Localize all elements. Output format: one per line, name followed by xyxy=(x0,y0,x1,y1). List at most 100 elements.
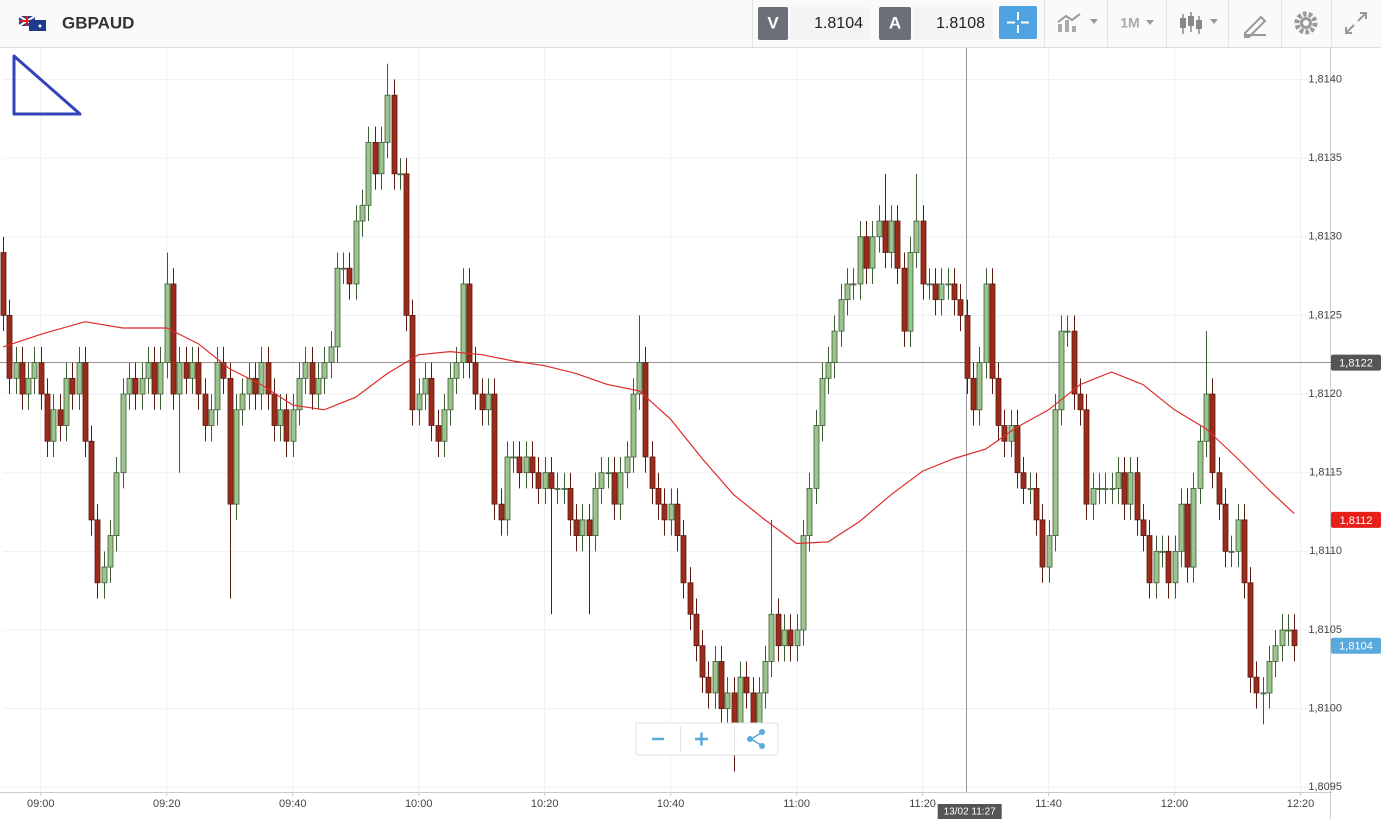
y-tick-label: 1,8105 xyxy=(1308,624,1342,636)
crosshair-button[interactable] xyxy=(999,6,1037,39)
candle-body xyxy=(913,220,920,253)
candle-body xyxy=(1228,550,1235,553)
candle-body xyxy=(976,362,983,411)
plot-area: 1,8095 1,8100 1,8105 1,8110 1,8115 1,8120 1,81… xyxy=(0,48,1381,819)
candle-body xyxy=(863,236,870,269)
draw-button[interactable] xyxy=(1244,15,1267,38)
x-tick-label: 10:00 xyxy=(405,798,433,810)
zoom-controls xyxy=(635,722,779,756)
candle-body xyxy=(283,409,290,442)
candle-body xyxy=(31,362,38,379)
flag-icon xyxy=(18,15,46,31)
x-tick-label: 09:40 xyxy=(279,798,307,810)
candle-body xyxy=(1121,472,1128,505)
candle-body xyxy=(202,393,209,426)
candle-body xyxy=(353,220,360,285)
ask-button[interactable] xyxy=(879,7,911,40)
zoom-in[interactable] xyxy=(695,732,708,746)
candle-body xyxy=(876,220,883,238)
crosshair-price-badge xyxy=(1331,354,1381,371)
candle-body xyxy=(850,283,857,286)
y-tick-label: 1,8140 xyxy=(1308,73,1342,85)
candle-body xyxy=(6,314,13,379)
candle-body xyxy=(901,267,908,332)
candle-body xyxy=(674,503,681,537)
candle-body xyxy=(208,409,215,426)
candle-body xyxy=(409,314,416,411)
ask-box xyxy=(913,7,993,40)
candle-body xyxy=(844,283,851,301)
y-tick-label: 1,8095 xyxy=(1308,781,1342,793)
candle-body xyxy=(787,629,794,647)
candle-body xyxy=(1190,488,1197,568)
candle-body xyxy=(233,409,240,505)
candle-body xyxy=(435,425,442,442)
candle-body xyxy=(63,377,70,426)
x-tick-label: 10:20 xyxy=(531,798,559,810)
timeframe[interactable]: 1M xyxy=(1120,15,1139,31)
drawn-triangle xyxy=(12,54,82,116)
candle-body xyxy=(668,503,675,521)
candle-body xyxy=(359,204,366,222)
y-tick-label: 1,8120 xyxy=(1308,388,1342,400)
candle-body xyxy=(661,503,668,521)
candle-body xyxy=(1197,440,1204,489)
candle-body xyxy=(1077,393,1084,411)
candle-body xyxy=(1020,472,1027,489)
bid-button[interactable] xyxy=(758,7,788,40)
candle-body xyxy=(321,362,328,379)
bid-label: V xyxy=(767,13,779,32)
price-badge-label: 1,8104 xyxy=(1339,641,1373,653)
candle-body xyxy=(1184,503,1191,568)
candle-body xyxy=(44,393,51,442)
y-tick-label: 1,8135 xyxy=(1308,152,1342,164)
candle-body xyxy=(951,283,958,301)
candle-body xyxy=(794,629,801,647)
candle-body xyxy=(516,456,523,474)
candle-body xyxy=(731,692,738,725)
candle-body xyxy=(176,362,183,395)
candle-body xyxy=(1027,488,1034,490)
price-badge xyxy=(1331,637,1381,654)
candle-body xyxy=(447,377,454,411)
candle-body xyxy=(1046,535,1053,568)
candle-body xyxy=(391,94,398,175)
candle-body xyxy=(995,377,1002,426)
y-tick-label: 1,8115 xyxy=(1309,467,1342,479)
candle-body xyxy=(485,393,492,411)
indicator-button[interactable] xyxy=(1057,13,1098,32)
candle-body xyxy=(624,456,631,474)
candle-body xyxy=(145,362,152,379)
candle-body xyxy=(724,692,731,710)
candle-body xyxy=(0,252,7,316)
candle-body xyxy=(428,377,435,426)
crosshair-time-badge xyxy=(937,804,1002,819)
candle-body xyxy=(548,472,555,489)
candle-body xyxy=(290,409,297,442)
candle-body xyxy=(1109,488,1116,490)
candle-body xyxy=(334,267,341,348)
candle-body xyxy=(1153,550,1160,584)
candle-body xyxy=(1090,488,1097,505)
candle-body xyxy=(82,362,89,442)
share-button[interactable] xyxy=(747,729,765,749)
candle-body xyxy=(1096,488,1103,490)
candle-body xyxy=(1266,661,1273,694)
candle-body xyxy=(265,362,272,395)
settings-button[interactable] xyxy=(1294,11,1318,35)
candle-body xyxy=(1064,330,1071,333)
chart-type-button[interactable] xyxy=(1180,12,1218,34)
x-tick-label: 12:00 xyxy=(1161,798,1189,810)
toolbar xyxy=(0,0,1381,47)
y-tick-label: 1,8100 xyxy=(1308,703,1342,715)
candle-body xyxy=(1172,550,1179,584)
candle-body xyxy=(819,377,826,426)
candle-body xyxy=(1165,550,1172,584)
candle-body xyxy=(592,488,599,537)
candle-body xyxy=(932,283,939,301)
collapse-button[interactable] xyxy=(1345,12,1367,34)
candle-body xyxy=(693,613,700,647)
candle-body xyxy=(567,488,574,521)
candle-body xyxy=(50,409,57,442)
candle-body xyxy=(768,613,775,662)
